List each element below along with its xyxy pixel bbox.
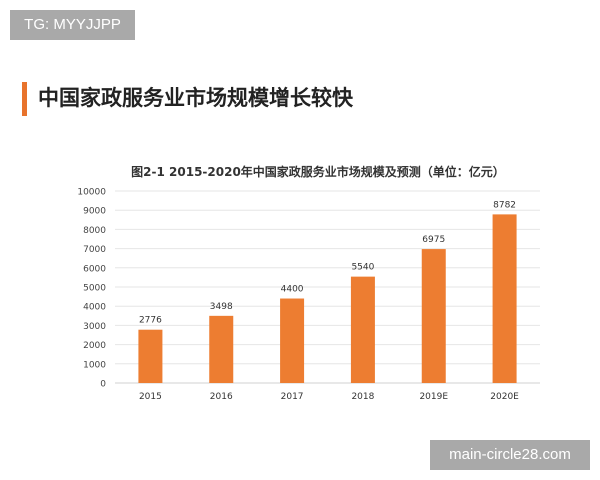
x-tick-label: 2019E [419, 392, 448, 402]
y-tick-label: 9000 [83, 207, 106, 217]
data-label: 6975 [422, 235, 445, 245]
y-tick-label: 10000 [77, 188, 106, 198]
x-tick-label: 2016 [210, 392, 233, 402]
chart-title: 图2-1 2015-2020年中国家政服务业市场规模及预测（单位：亿元） [131, 164, 505, 179]
y-tick-label: 7000 [83, 245, 106, 255]
bar [492, 214, 517, 383]
data-label: 4400 [281, 285, 304, 295]
watermark-top-left: TG: MYYJJPP [10, 10, 135, 40]
bar [421, 249, 446, 383]
y-tick-label: 2000 [83, 341, 106, 351]
y-tick-label: 5000 [83, 284, 106, 294]
x-tick-label: 2020E [490, 392, 519, 402]
heading-accent-bar [22, 82, 27, 116]
bar [350, 276, 375, 383]
y-tick-label: 4000 [83, 303, 106, 313]
y-tick-label: 3000 [83, 322, 106, 332]
page-heading: 中国家政服务业市场规模增长较快 [38, 86, 353, 110]
y-tick-label: 8000 [83, 226, 106, 236]
bar [138, 329, 163, 383]
y-tick-label: 6000 [83, 264, 106, 274]
data-label: 5540 [351, 263, 374, 273]
y-tick-label: 0 [100, 380, 106, 390]
bar [280, 298, 305, 383]
x-tick-label: 2015 [139, 392, 162, 402]
x-tick-label: 2017 [281, 392, 304, 402]
data-label: 3498 [210, 302, 233, 312]
data-label: 2776 [139, 316, 162, 326]
data-label: 8782 [493, 200, 516, 210]
x-tick-label: 2018 [351, 392, 374, 402]
bar [209, 315, 234, 383]
watermark-bottom-right: main-circle28.com [430, 440, 590, 470]
y-tick-label: 1000 [83, 360, 106, 370]
